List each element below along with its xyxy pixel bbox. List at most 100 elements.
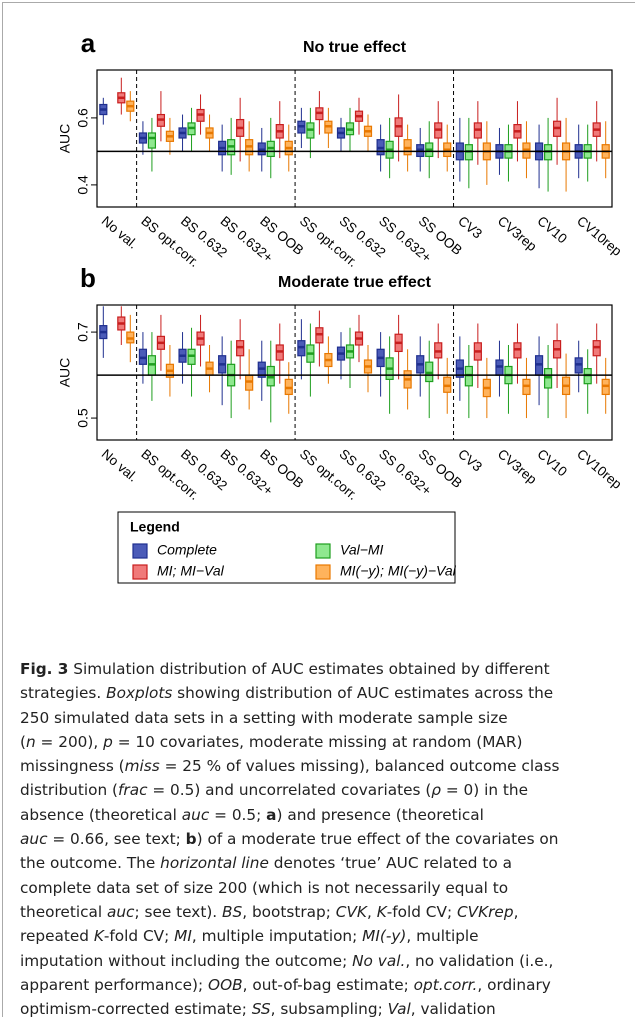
caption-text: n	[26, 733, 36, 751]
caption-text: apparent performance);	[20, 976, 208, 994]
box	[148, 133, 155, 148]
x-tick-label: No val.	[99, 213, 141, 252]
caption-text: the outcome. The	[20, 854, 160, 872]
caption-text: 250 simulated data sets in a setting wit…	[20, 709, 508, 727]
caption-text: MI(-y)	[362, 927, 406, 945]
x-tick-label: CV3	[455, 446, 485, 474]
caption-text: = 25 % of values missing), balanced outc…	[160, 757, 560, 775]
y-tick-label: 0.6	[75, 108, 91, 128]
plot-border	[97, 305, 612, 440]
caption-text: optimism-corrected estimate;	[20, 1000, 252, 1018]
caption-text: = 200),	[36, 733, 103, 751]
legend-label: Val−MI	[340, 542, 384, 558]
caption-text: complete data set of size 200 (which is …	[20, 879, 508, 897]
x-tick-label: CV10	[534, 213, 570, 246]
caption-text: frac	[118, 781, 147, 799]
caption-text: Simulation distribution of AUC estimates…	[68, 660, 549, 678]
caption-text: K	[94, 927, 104, 945]
legend-swatch	[316, 544, 330, 558]
caption-text: theoretical	[20, 903, 107, 921]
caption-text: distribution (	[20, 781, 118, 799]
caption-text: , multiple imputation;	[192, 927, 362, 945]
caption-text: strategies.	[20, 684, 106, 702]
caption-text: a	[266, 806, 276, 824]
caption-text: ) and presence (theoretical	[277, 806, 484, 824]
caption-text: b	[186, 830, 197, 848]
caption-text: denotes ‘true’ AUC related to a	[269, 854, 512, 872]
caption-text: auc	[182, 806, 209, 824]
caption-text: ) of a moderate true effect of the covar…	[197, 830, 559, 848]
caption-text: = 0.5;	[209, 806, 266, 824]
caption-line: Fig. 3 Simulation distribution of AUC es…	[20, 657, 559, 681]
caption-text: , ordinary	[477, 976, 550, 994]
panel-title: Moderate true effect	[278, 274, 432, 291]
caption-text: imputation without including the outcome…	[20, 952, 352, 970]
caption-text: showing distribution of AUC estimates ac…	[172, 684, 553, 702]
panel-label: b	[80, 263, 96, 293]
x-tick-label: CV3rep	[495, 446, 540, 487]
y-tick-label: 0.7	[75, 322, 91, 342]
caption-line: missingness (miss = 25 % of values missi…	[20, 754, 559, 778]
caption-line: 250 simulated data sets in a setting wit…	[20, 706, 559, 730]
caption-text: Boxplots	[106, 684, 172, 702]
plot-border	[97, 70, 612, 207]
caption-text: ,	[367, 903, 377, 921]
caption-text: -fold CV;	[104, 927, 174, 945]
legend-title: Legend	[130, 519, 180, 535]
y-tick-label: 0.4	[75, 175, 91, 195]
caption-text: = 0) in the	[441, 781, 528, 799]
x-tick-label: CV10	[534, 446, 570, 479]
legend-swatch	[133, 565, 147, 579]
caption-line: strategies. Boxplots showing distributio…	[20, 681, 559, 705]
caption-line: the outcome. The horizontal line denotes…	[20, 851, 559, 875]
x-tick-label: No val.	[99, 446, 141, 485]
caption-text: ; see text).	[134, 903, 222, 921]
caption-text: , multiple	[406, 927, 478, 945]
caption-text: MI	[174, 927, 192, 945]
caption-text: CVK	[336, 903, 367, 921]
caption-line: theoretical auc; see text). BS, bootstra…	[20, 900, 559, 924]
caption-text: SS	[252, 1000, 271, 1018]
caption-text: auc	[107, 903, 134, 921]
panel-label: a	[81, 28, 96, 58]
caption-line: imputation without including the outcome…	[20, 949, 559, 973]
legend-swatch	[133, 544, 147, 558]
caption-text: , out-of-bag estimate;	[243, 976, 414, 994]
caption-text: OOB	[208, 976, 243, 994]
legend-label: MI(−y); MI(−y)−Val	[340, 563, 457, 579]
panel-title: No true effect	[303, 39, 407, 56]
caption-text: missingness (	[20, 757, 125, 775]
caption-text: Val	[388, 1000, 411, 1018]
caption-text: , no validation (i.e.,	[405, 952, 553, 970]
caption-text: No val.	[352, 952, 405, 970]
y-axis-label: AUC	[57, 124, 73, 154]
caption-text: , subsampling;	[271, 1000, 388, 1018]
caption-text: ,	[514, 903, 519, 921]
caption-text: absence (theoretical	[20, 806, 182, 824]
caption-line: (n = 200), p = 10 covariates, moderate m…	[20, 730, 559, 754]
caption-line: repeated K-fold CV; MI, multiple imputat…	[20, 924, 559, 948]
caption-line: absence (theoretical auc = 0.5; a) and p…	[20, 803, 559, 827]
caption-text: = 10 covariates, moderate missing at ran…	[113, 733, 523, 751]
x-tick-label: CV10rep	[574, 446, 624, 492]
legend-label: Complete	[157, 542, 217, 558]
caption-text: CVKrep	[457, 903, 514, 921]
caption-text: , validation	[411, 1000, 496, 1018]
caption-text: opt.corr.	[414, 976, 478, 994]
caption-text: , bootstrap;	[242, 903, 336, 921]
caption-text: Fig. 3	[20, 660, 68, 678]
caption-line: apparent performance); OOB, out-of-bag e…	[20, 973, 559, 997]
caption-text: BS	[222, 903, 242, 921]
legend-swatch	[316, 565, 330, 579]
caption-line: optimism-corrected estimate; SS, subsamp…	[20, 997, 559, 1021]
caption-text: p	[103, 733, 113, 751]
caption: Fig. 3 Simulation distribution of AUC es…	[20, 657, 559, 1021]
caption-text: ρ	[431, 781, 441, 799]
caption-text: auc	[20, 830, 47, 848]
legend-label: MI; MI−Val	[157, 563, 225, 579]
x-tick-label: CV3rep	[495, 213, 540, 254]
caption-text: K	[377, 903, 387, 921]
caption-text: = 0.66, see text;	[47, 830, 185, 848]
caption-text: -fold CV;	[387, 903, 457, 921]
